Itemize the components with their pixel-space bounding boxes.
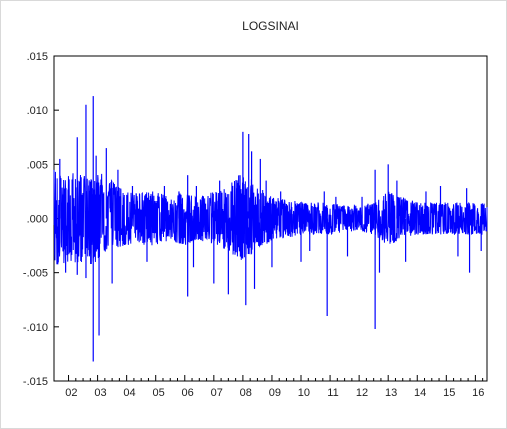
x-tick-label: 15 xyxy=(443,387,455,399)
x-tick-label: 13 xyxy=(385,387,397,399)
series-line xyxy=(53,169,488,265)
x-tick-label: 06 xyxy=(182,387,194,399)
y-tick-label: -.010 xyxy=(23,322,48,334)
x-tick-label: 08 xyxy=(240,387,252,399)
x-tick-label: 02 xyxy=(65,387,77,399)
y-tick-label: .015 xyxy=(27,51,48,63)
x-tick-label: 10 xyxy=(298,387,310,399)
y-tick-label: .005 xyxy=(27,159,48,171)
x-tick-label: 04 xyxy=(123,387,135,399)
series-logsinai xyxy=(53,96,488,362)
x-tick-label: 07 xyxy=(211,387,223,399)
x-tick-label: 16 xyxy=(472,387,484,399)
y-tick-label: -.005 xyxy=(23,268,48,280)
y-tick-label: -.015 xyxy=(23,376,48,388)
x-tick-label: 03 xyxy=(94,387,106,399)
x-tick-label: 05 xyxy=(152,387,164,399)
x-tick-label: 09 xyxy=(269,387,281,399)
y-tick-label: .010 xyxy=(27,105,48,117)
y-axis: .015 .010 .005 .000 -.005 -.010 -.015 xyxy=(23,51,59,388)
x-tick-label: 14 xyxy=(414,387,426,399)
x-tick-label: 12 xyxy=(356,387,368,399)
x-axis: 02 03 04 05 06 07 08 09 10 11 12 13 14 15 16 xyxy=(65,375,484,399)
chart-title: LOGSINAI xyxy=(242,19,299,33)
y-tick-label: .000 xyxy=(27,214,48,226)
x-tick-label: 11 xyxy=(327,387,338,399)
